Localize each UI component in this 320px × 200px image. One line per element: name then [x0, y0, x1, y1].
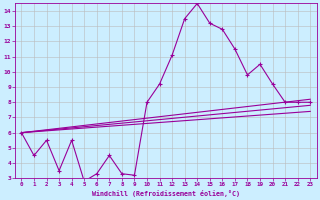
X-axis label: Windchill (Refroidissement éolien,°C): Windchill (Refroidissement éolien,°C) — [92, 190, 240, 197]
